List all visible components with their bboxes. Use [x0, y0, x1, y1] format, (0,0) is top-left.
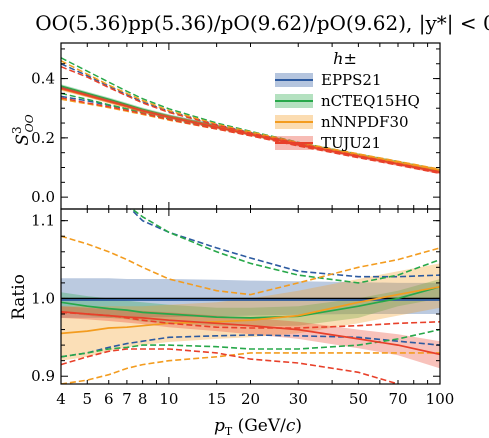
legend: h± EPPS21 nCTEQ15HQ nNNPDF30 TUJU21 — [275, 49, 420, 152]
x-tick-label: 10 — [159, 390, 178, 408]
tuju21-ratio-line — [61, 310, 440, 356]
top-y-tick-label: 0.2 — [31, 129, 55, 147]
ncteq15hq-ratio-line — [61, 285, 440, 319]
top-y-axis-label: S3OO — [10, 114, 36, 145]
x-tick-label: 50 — [349, 390, 368, 408]
nnnpdf30-ratio-upper-dashed — [61, 235, 440, 296]
legend-label: EPPS21 — [321, 71, 382, 89]
top-y-tick-label: 0.4 — [31, 70, 55, 88]
ncteq15hq-top-upper-dashed — [61, 57, 440, 171]
chart-title: OO(5.36)pp(5.36)/pO(9.62)/pO(9.62), |y*|… — [35, 11, 489, 36]
tuju21-top-line — [61, 87, 440, 174]
tuju21-top-lower-dashed — [61, 97, 440, 175]
ratio-y-tick-label: 1.1 — [31, 212, 55, 230]
ratio-y-tick-label: 1.0 — [31, 289, 55, 307]
ratio-y-tick-label: 0.9 — [31, 367, 55, 385]
x-tick-label: 7 — [122, 390, 132, 408]
nnnpdf30-ratio-band — [61, 263, 440, 361]
x-tick-label: 4 — [56, 390, 66, 408]
top-y-tick-label: 0.0 — [31, 188, 55, 206]
legend-label: nNNPDF30 — [321, 113, 409, 131]
top-panel — [61, 57, 440, 175]
legend-label: nCTEQ15HQ — [321, 92, 420, 110]
ratio-y-axis-label: Ratio — [9, 274, 29, 320]
tuju21-ratio-lower-dashed — [61, 348, 401, 384]
x-tick-label: 5 — [83, 390, 93, 408]
tuju21-top-band — [61, 86, 440, 175]
ratio-panel — [61, 209, 440, 384]
axes: 4 5 6 7 8 10 15 20 30 50 70 100 0.0 0.2 0.4 0.9 1.0 1.1 — [31, 43, 454, 408]
ncteq15hq-ratio-upper-dashed — [130, 209, 440, 284]
epps21-ratio-upper-dashed — [129, 209, 440, 278]
nnnpdf30-top-upper-dashed — [61, 60, 440, 171]
x-tick-label: 70 — [388, 390, 407, 408]
x-tick-label: 20 — [241, 390, 260, 408]
ncteq15hq-ratio-band — [61, 279, 440, 327]
x-axis-label: pT (GeV/c) — [214, 416, 302, 438]
x-tick-label: 6 — [104, 390, 114, 408]
x-tick-label: 100 — [426, 390, 455, 408]
x-tick-label: 8 — [138, 390, 148, 408]
legend-title: h± — [333, 49, 357, 68]
epps21-ratio-lower-dashed — [61, 334, 440, 358]
x-tick-label: 15 — [207, 390, 226, 408]
legend-label: TUJU21 — [321, 134, 381, 152]
x-tick-label: 30 — [289, 390, 308, 408]
nnnpdf30-ratio-lower-dashed — [61, 352, 440, 384]
